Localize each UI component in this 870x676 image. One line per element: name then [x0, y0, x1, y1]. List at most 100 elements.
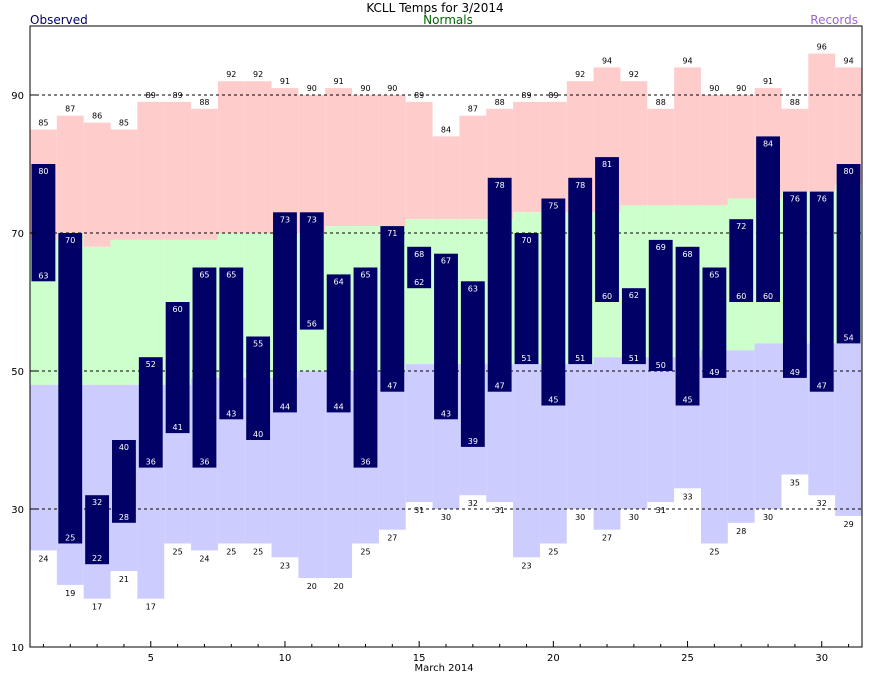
record-low-label-16: 30	[441, 513, 451, 522]
observed-bar-4	[112, 440, 136, 523]
record-low-band-24	[647, 357, 674, 502]
record-high-band-4	[111, 130, 138, 240]
observed-high-label-7: 65	[199, 271, 209, 280]
record-low-label-8: 25	[226, 548, 236, 557]
record-low-label-24: 31	[656, 506, 666, 515]
x-tick-label-20: 20	[547, 653, 560, 664]
observed-bar-16	[434, 254, 458, 420]
record-high-band-6	[164, 102, 191, 240]
record-low-label-21: 30	[575, 513, 585, 522]
observed-low-label-14: 47	[387, 382, 397, 391]
record-high-band-20	[540, 102, 567, 212]
record-high-band-19	[513, 102, 540, 212]
y-tick-label-30: 30	[11, 505, 24, 516]
record-high-label-21: 92	[575, 70, 585, 79]
record-high-label-23: 92	[629, 70, 639, 79]
record-high-label-15: 89	[414, 91, 424, 100]
record-low-band-27	[728, 350, 755, 523]
record-high-band-15	[406, 102, 433, 219]
observed-low-label-23: 51	[629, 354, 639, 363]
observed-low-label-1: 63	[38, 271, 48, 280]
record-high-label-9: 92	[253, 70, 263, 79]
observed-high-label-12: 64	[334, 277, 344, 286]
observed-low-label-9: 40	[253, 430, 263, 439]
record-low-label-30: 32	[817, 499, 827, 508]
observed-high-label-5: 52	[146, 360, 156, 369]
observed-bar-9	[246, 337, 270, 441]
observed-high-label-22: 81	[602, 160, 612, 169]
observed-bar-29	[783, 192, 807, 378]
record-low-label-11: 20	[307, 582, 317, 591]
observed-low-label-26: 49	[709, 368, 719, 377]
record-low-label-22: 27	[602, 534, 612, 543]
observed-high-label-27: 72	[736, 222, 746, 231]
observed-high-label-3: 32	[92, 498, 102, 507]
record-high-band-8	[218, 81, 245, 233]
record-high-label-28: 91	[763, 77, 773, 86]
observed-low-label-18: 47	[495, 382, 505, 391]
record-low-band-23	[620, 357, 647, 509]
observed-bar-18	[488, 178, 512, 392]
observed-high-label-19: 70	[521, 236, 531, 245]
y-tick-label-70: 70	[11, 229, 24, 240]
legend-observed: Observed	[30, 13, 88, 27]
record-low-band-1	[30, 385, 57, 551]
observed-low-label-15: 62	[414, 278, 424, 287]
record-high-label-25: 94	[682, 56, 692, 65]
record-high-band-30	[808, 54, 835, 192]
record-high-label-26: 90	[709, 84, 719, 93]
observed-high-label-9: 55	[253, 340, 263, 349]
record-low-band-31	[835, 343, 862, 516]
observed-low-label-20: 45	[548, 396, 558, 405]
record-low-label-5: 17	[146, 603, 156, 612]
record-low-label-23: 30	[629, 513, 639, 522]
record-low-band-22	[594, 357, 621, 530]
observed-low-label-25: 45	[682, 396, 692, 405]
record-high-label-13: 90	[360, 84, 370, 93]
x-tick-label-10: 10	[279, 653, 292, 664]
observed-low-label-30: 47	[817, 382, 827, 391]
observed-bar-7	[193, 268, 217, 468]
x-tick-label-5: 5	[148, 653, 154, 664]
observed-high-label-28: 84	[763, 139, 773, 148]
observed-high-label-4: 40	[119, 443, 129, 452]
observed-high-label-21: 78	[575, 181, 585, 190]
record-high-label-6: 89	[173, 91, 183, 100]
observed-high-label-8: 65	[226, 271, 236, 280]
record-high-label-7: 88	[199, 98, 209, 107]
record-high-label-5: 89	[146, 91, 156, 100]
record-high-band-23	[620, 81, 647, 205]
observed-bar-8	[219, 268, 243, 420]
observed-low-label-4: 28	[119, 513, 129, 522]
observed-bar-31	[837, 164, 861, 343]
observed-high-label-14: 71	[387, 229, 397, 238]
record-high-label-11: 90	[307, 84, 317, 93]
observed-low-label-2: 25	[65, 534, 75, 543]
observed-high-label-13: 65	[360, 271, 370, 280]
record-high-label-22: 94	[602, 56, 612, 65]
record-high-label-31: 94	[843, 56, 853, 65]
observed-high-label-26: 65	[709, 271, 719, 280]
observed-low-label-11: 56	[307, 320, 317, 329]
record-high-band-7	[191, 109, 218, 240]
observed-low-label-16: 43	[441, 409, 451, 418]
observed-low-label-19: 51	[521, 354, 531, 363]
observed-low-label-5: 36	[146, 458, 156, 467]
observed-low-label-10: 44	[280, 402, 290, 411]
y-tick-label-50: 50	[11, 367, 24, 378]
record-low-label-18: 31	[495, 506, 505, 515]
observed-bar-13	[354, 268, 378, 468]
observed-low-label-29: 49	[790, 368, 800, 377]
observed-bar-1	[32, 164, 56, 281]
record-low-label-31: 29	[843, 520, 853, 529]
observed-high-label-20: 75	[548, 202, 558, 211]
observed-bar-26	[702, 268, 726, 378]
observed-high-label-15: 68	[414, 250, 424, 259]
observed-low-label-12: 44	[334, 402, 344, 411]
observed-bar-5	[139, 357, 163, 467]
record-high-label-12: 91	[334, 77, 344, 86]
record-high-label-24: 88	[656, 98, 666, 107]
record-high-label-3: 86	[92, 112, 102, 121]
observed-low-label-21: 51	[575, 354, 585, 363]
